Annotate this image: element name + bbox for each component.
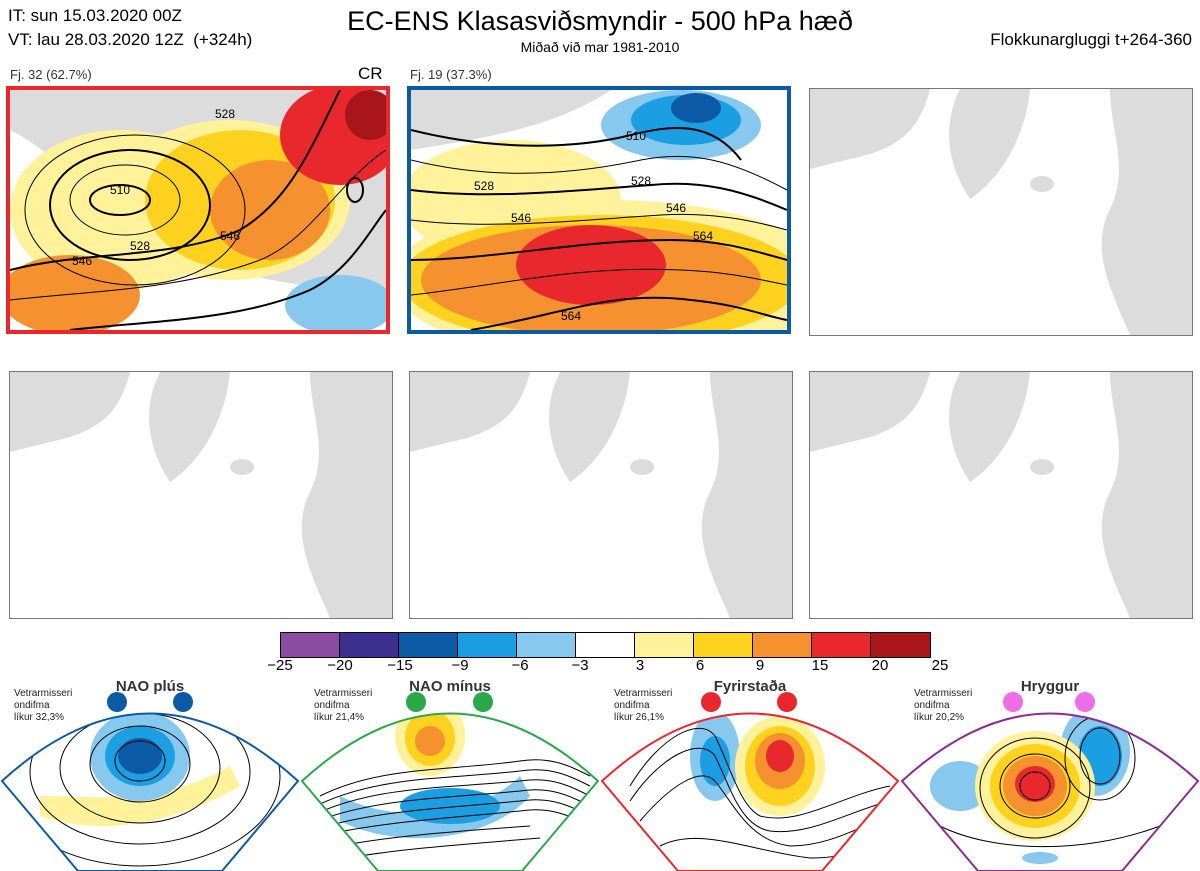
height-contours [411, 126, 787, 330]
panel-2-label: Fj. 19 (37.3%) [410, 67, 492, 82]
empty-map-4-graphic [10, 372, 392, 618]
colorbar-tick-label: −6 [511, 657, 529, 674]
nao-plus-dot-1 [107, 692, 127, 712]
regime-nao-plus-graphic [0, 712, 300, 871]
colorbar-swatch [458, 633, 517, 657]
colorbar-tick-label: −9 [451, 657, 469, 674]
colorbar-swatch [340, 633, 399, 657]
colorbar-swatch [399, 633, 458, 657]
regime-nao-minus-graphic [300, 712, 600, 871]
cluster-map-1[interactable]: 510 528 546 528 546 [6, 86, 390, 334]
empty-map-6-graphic [810, 372, 1192, 618]
empty-map-5-graphic [410, 372, 792, 618]
colorbar-swatch [871, 633, 930, 657]
colorbar-tick-label: 20 [871, 657, 889, 674]
colorbar-swatch [694, 633, 753, 657]
contour-label-2: 528 [474, 179, 494, 193]
anomaly-pos-strong [210, 160, 330, 260]
contour-label-3: 528 [631, 174, 651, 188]
colorbar-swatch [281, 633, 340, 657]
colorbar-tick-label: −15 [387, 657, 413, 674]
page-title: EC-ENS Klasasviðsmyndir - 500 hPa hæð [347, 6, 853, 36]
nao-minus-dot-1 [406, 692, 426, 712]
colorbar-tick-label: −20 [327, 657, 353, 674]
colorbar-tick-label: 15 [811, 657, 829, 674]
contour-label-1: 510 [626, 129, 646, 143]
regime-block: Fyrirstaða Vetrarmisseri ondifma líkur 2… [600, 676, 900, 871]
colorbar-swatch [635, 633, 694, 657]
it-line: IT: sun 15.03.2020 00Z [8, 6, 182, 25]
block-dot-1 [701, 692, 721, 712]
contour-label-1: 510 [110, 183, 130, 197]
colorbar-tick-label: 6 [695, 657, 705, 674]
regime-nao-plus: NAO plús Vetrarmisseri ondifma líkur 32,… [0, 676, 300, 871]
colorbar-tick-label: −25 [267, 657, 293, 674]
regime-nao-plus-title: NAO plús [115, 678, 185, 695]
panel-1-tag: CR [358, 64, 383, 83]
colorbar-swatch [753, 633, 812, 657]
colorbar-tick-label: 9 [755, 657, 765, 674]
regime-ridge: Hryggur Vetrarmisseri ondifma líkur 20,2… [900, 676, 1200, 871]
nao-plus-dot-2 [173, 692, 193, 712]
colorbar-swatch [812, 633, 871, 657]
init-time-line: IT: sun 15.03.2020 00Z VT: lau 28.03.2020… [8, 4, 252, 52]
contour-label-4: 528 [130, 239, 150, 253]
nao-minus-dot-2 [473, 692, 493, 712]
cluster-map-2[interactable]: 510 528 528 546 546 564 564 [407, 86, 791, 334]
colorbar-swatch [517, 633, 576, 657]
regime-nao-minus-info: Vetrarmisseri ondifma líkur 21,4% [314, 688, 373, 723]
block-dot-2 [777, 692, 797, 712]
regime-block-graphic [600, 712, 900, 871]
contour-label-7: 564 [561, 309, 581, 323]
empty-map-3 [809, 88, 1193, 336]
anomaly-pos-extreme [345, 90, 386, 140]
cluster-map-2-graphic: 510 528 528 546 546 564 564 [411, 90, 787, 330]
empty-map-5 [409, 371, 793, 619]
contour-label-5: 546 [666, 201, 686, 215]
regime-block-title: Fyrirstaða [713, 678, 787, 695]
empty-map-6 [809, 371, 1193, 619]
contour-label-6: 564 [693, 229, 713, 243]
colorbar-tick-label: −3 [571, 657, 589, 674]
regime-block-info: Vetrarmisseri ondifma líkur 26,1% [614, 688, 673, 723]
empty-map-4 [9, 371, 393, 619]
contour-label-4: 546 [511, 211, 531, 225]
regime-ridge-title: Hryggur [1020, 678, 1080, 695]
regime-nao-minus: NAO mínus Vetrarmisseri ondifma líkur 21… [300, 676, 600, 871]
anomaly-pos-sw [10, 255, 140, 330]
colorbar [280, 632, 931, 658]
contour-label-2: 528 [215, 107, 235, 121]
colorbar-swatch [576, 633, 635, 657]
panel-1-label: Fj. 32 (62.7%) [10, 67, 92, 82]
regime-ridge-graphic [900, 712, 1200, 871]
anomaly-pos-max [516, 225, 666, 305]
regime-nao-minus-title: NAO mínus [409, 678, 491, 695]
contour-label-5: 546 [72, 254, 92, 268]
ridge-dot-1 [1003, 692, 1023, 712]
contour-label-3: 546 [220, 229, 240, 243]
page-subtitle: Miðað við mar 1981-2010 [520, 39, 680, 55]
colorbar-tick-label: 25 [931, 657, 949, 674]
height-contours [10, 90, 386, 330]
empty-map-3-graphic [810, 89, 1192, 335]
regime-nao-plus-info: Vetrarmisseri ondifma líkur 32,3% [14, 688, 73, 723]
anomaly-neg-strong [671, 93, 721, 123]
classification-window: Flokkunargluggi t+264-360 [990, 30, 1192, 49]
regime-ridge-info: Vetrarmisseri ondifma líkur 20,2% [914, 688, 973, 723]
cluster-map-1-graphic: 510 528 546 528 546 [10, 90, 386, 330]
vt-line: VT: lau 28.03.2020 12Z (+324h) [8, 30, 253, 49]
colorbar-tick-label: 3 [635, 657, 645, 674]
ridge-dot-2 [1075, 692, 1095, 712]
